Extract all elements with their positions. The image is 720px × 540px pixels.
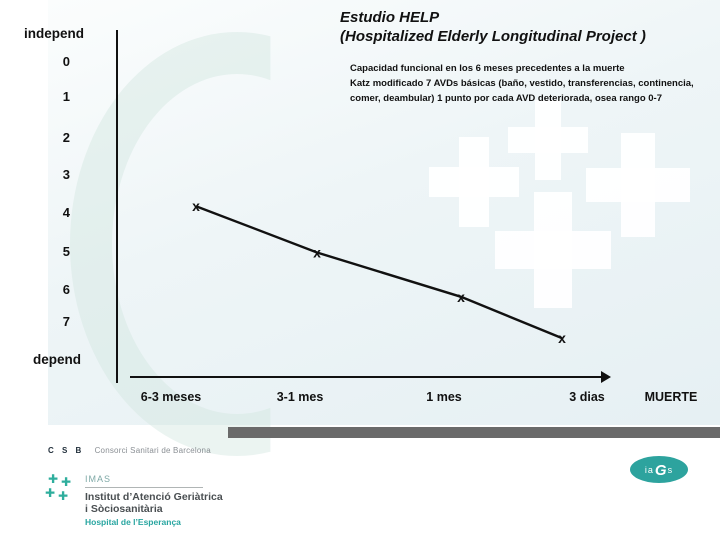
y-tick-3: 3 <box>62 167 70 182</box>
chart-description: Capacidad funcional en los 6 meses prece… <box>350 61 716 106</box>
y-axis-bottom-label: depend <box>33 352 82 367</box>
description-line: comer, deambular) 1 punto por cada AVD d… <box>350 93 662 104</box>
x-axis-line <box>130 376 602 378</box>
y-axis-top-label: independ <box>24 26 84 41</box>
imas-cross-glyph: ✚ <box>45 486 56 500</box>
imas-cross-glyph: ✚ <box>48 472 59 486</box>
y-tick-4: 4 <box>62 205 70 220</box>
csb-logo: C S B Consorci Sanitari de Barcelona <box>48 446 211 455</box>
x-tick-3-1-mes: 3-1 mes <box>276 390 324 404</box>
y-tick-1: 1 <box>62 89 70 104</box>
y-tick-0: 0 <box>62 54 70 69</box>
x-tick-1-mes: 1 mes <box>426 390 462 404</box>
iags-text-right: s <box>667 464 674 475</box>
x-tick-6-3-meses: 6-3 meses <box>140 390 202 404</box>
imas-institute-line1: Institut d’Atenció Geriàtrica <box>85 491 223 503</box>
csb-name: Consorci Sanitari de Barcelona <box>94 446 211 455</box>
iags-text-left: ia <box>644 464 654 475</box>
watermark-cross-icon <box>508 100 588 180</box>
title-line-2: (Hospitalized Elderly Longitudinal Proje… <box>340 28 646 45</box>
y-axis-line <box>116 30 118 383</box>
imas-cross-glyph: ✚ <box>58 489 69 503</box>
iags-text-g: G <box>654 462 667 479</box>
footer-divider-bar <box>228 427 720 438</box>
y-tick-2: 2 <box>62 130 70 145</box>
x-axis-arrowhead-icon <box>601 371 611 383</box>
iags-logo: ia G s <box>630 456 688 483</box>
imas-cross-logo-icon: ✚ ✚ ✚ ✚ <box>44 471 78 507</box>
slide-title: Estudio HELP (Hospitalized Elderly Longi… <box>340 8 646 46</box>
y-tick-6: 6 <box>62 282 70 297</box>
watermark-cross-icon <box>586 133 690 237</box>
imas-name: IMAS <box>85 474 112 484</box>
watermark-cross-icon <box>495 192 611 308</box>
imas-cross-glyph: ✚ <box>61 475 72 489</box>
imas-hospital: Hospital de l’Esperança <box>85 517 181 527</box>
description-line: Capacidad funcional en los 6 meses prece… <box>350 63 625 74</box>
csb-abbr: C S B <box>48 446 85 455</box>
y-tick-7: 7 <box>62 314 70 329</box>
y-tick-5: 5 <box>62 244 70 259</box>
description-line: Katz modificado 7 AVDs básicas (baño, ve… <box>350 78 694 89</box>
imas-rule <box>85 487 203 488</box>
imas-institute-line2: i Sòciosanitària <box>85 503 163 515</box>
x-tick-3-dias: 3 dias <box>569 390 605 404</box>
title-line-1: Estudio HELP <box>340 9 440 26</box>
x-tick-muerte: MUERTE <box>644 390 698 404</box>
